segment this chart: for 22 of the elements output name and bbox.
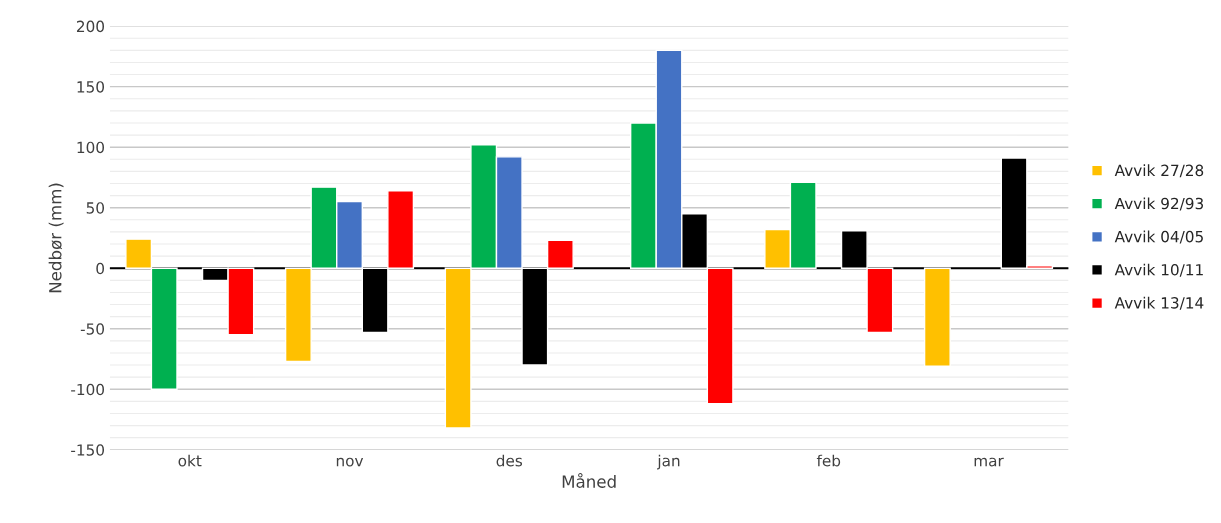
x-axis-title: Måned [562,473,616,488]
x-tick-label: des [496,454,523,467]
legend-label: Avvik 13/14 [1114,296,1204,310]
y-tick-label: 150 [77,81,105,93]
x-tick-label: mar [974,457,1004,467]
legend-label: Avvik 27/28 [1114,164,1204,178]
y-tick-label: 100 [77,141,105,154]
legend-label: Avvik 92/93 [1114,197,1204,211]
legend-label: Avvik 10/11 [1114,263,1203,277]
legend-label: Avvik 04/05 [1114,230,1203,244]
y-tick-label: -150 [71,444,105,456]
y-tick-label: -100 [71,383,105,396]
y-axis-title: Nedbør (mm) [48,183,64,293]
bar [923,267,951,367]
y-tick-label: 200 [76,20,105,33]
x-tick-label: feb [816,454,841,467]
y-tick-label: 50 [86,202,105,214]
y-tick-label: 0 [96,262,105,275]
x-tick-label: jan [657,454,680,470]
y-tick-label: -50 [80,323,105,335]
x-tick-label: nov [336,457,364,467]
x-tick-label: okt [178,454,202,467]
